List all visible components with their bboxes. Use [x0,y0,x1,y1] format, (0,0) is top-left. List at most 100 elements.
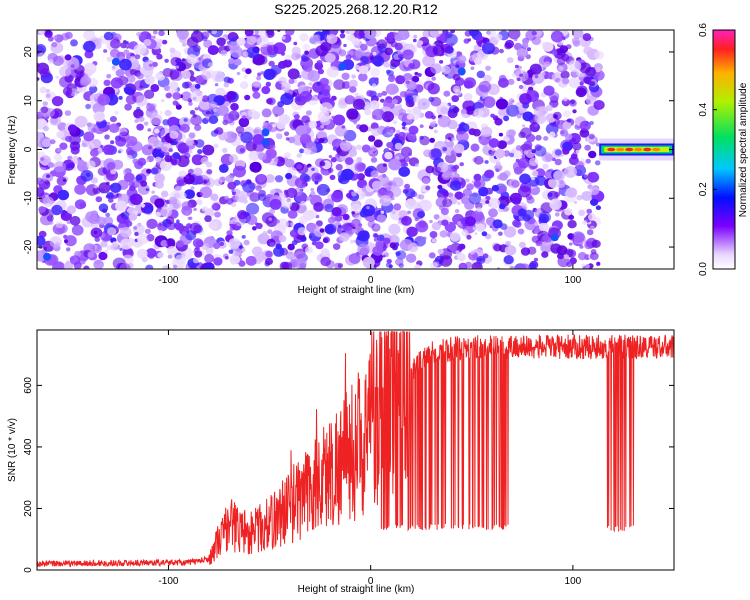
heatmap-cell [83,30,95,41]
heatmap-cell [350,239,354,244]
heatmap-cell [324,223,337,235]
heatmap-cell [93,185,98,189]
heatmap-cell [199,99,211,111]
heatmap-cell [517,228,525,235]
heatmap-cell [369,56,374,60]
heatmap-cell [335,163,343,171]
heatmap-cell [402,49,414,60]
heatmap-cell [87,143,95,150]
carrier-peak [607,147,616,152]
heatmap-cell [119,247,123,251]
heatmap-cell [504,245,517,256]
heatmap-cell [80,75,91,86]
heatmap-cell [408,125,419,135]
heatmap-bright-spot [550,233,559,242]
heatmap-bright-spot [261,138,270,147]
heatmap-cell [207,45,219,56]
heatmap-cell [266,98,273,105]
heatmap-cell [63,261,74,269]
heatmap-cell [434,129,438,134]
heatmap-cell [482,253,489,259]
spectrogram-xlabel: Height of straight line (km) [298,285,415,296]
heatmap-cell [568,77,581,88]
heatmap-cell [145,248,157,258]
colorbar-tick-label: 0.4 [698,102,709,116]
heatmap-cell [93,259,104,269]
heatmap-cell [559,45,569,54]
heatmap-cell [50,139,56,145]
heatmap-cell [162,119,170,126]
heatmap-cell [575,87,587,98]
heatmap-cell [354,161,366,173]
heatmap-cell [585,95,597,106]
heatmap-cell [244,30,254,37]
colorbar: 0.0 0.2 0.4 0.6 Normalized spectral amplitu… [698,23,749,276]
heatmap-cell [57,189,70,201]
heatmap-cell [417,210,425,219]
heatmap-cell [90,148,99,157]
heatmap-cell [176,155,190,168]
heatmap-cell [465,105,476,115]
heatmap-cell [531,235,540,243]
heatmap-cell [387,181,393,186]
heatmap-cell [39,68,51,78]
heatmap-cell [407,242,419,253]
heatmap-cell [591,239,601,248]
heatmap-cell [42,101,48,106]
heatmap-cell [370,122,379,130]
heatmap-cell [368,135,376,142]
heatmap-cell [240,131,253,144]
heatmap-cell [372,245,384,256]
heatmap-cell [386,141,394,149]
heatmap-cell [373,233,378,238]
heatmap-cell [201,31,210,40]
heatmap-cell [228,154,239,163]
heatmap-cell [123,172,135,183]
heatmap-cell [83,62,97,75]
heatmap-cell [289,229,299,238]
heatmap-cell [469,30,479,37]
heatmap-cell [57,176,64,182]
heatmap-cell [103,31,114,41]
heatmap-cell [325,188,331,193]
heatmap-cell [269,242,276,248]
heatmap-cell [137,184,150,195]
heatmap-cell [371,83,377,88]
heatmap-cell [42,196,54,207]
heatmap-cell [225,175,234,183]
heatmap-cell [246,214,258,225]
heatmap-cell [433,214,440,220]
heatmap-cell [431,76,437,81]
heatmap-cell [344,95,355,105]
heatmap-cell [191,154,204,166]
heatmap-cell [457,201,461,205]
heatmap-cell [85,172,91,177]
heatmap-cell [452,106,460,113]
heatmap-cell [181,201,192,211]
heatmap-cell [143,89,155,100]
heatmap-cell [94,237,101,242]
heatmap-cell [151,35,156,39]
heatmap-cell [473,155,484,165]
heatmap-cell [568,60,582,73]
heatmap-cell [340,30,345,34]
y-tick-label: 200 [23,500,34,517]
heatmap-cell [132,158,139,165]
heatmap-cell [398,112,408,122]
carrier-peak [616,147,625,152]
heatmap-cell [285,54,292,61]
heatmap-cell [444,73,448,77]
x-tick-label: 0 [368,275,374,286]
heatmap-cell [395,155,400,160]
heatmap-cell [160,99,165,103]
heatmap-cell [331,207,342,217]
heatmap-cell [414,163,420,168]
heatmap-cell [408,108,421,120]
heatmap-cell [197,57,201,61]
heatmap-cell [42,138,52,148]
heatmap-cell [324,203,334,213]
heatmap-cell [285,137,290,141]
heatmap-cell [469,250,475,255]
heatmap-cell [47,36,54,42]
heatmap-cell [158,230,163,234]
